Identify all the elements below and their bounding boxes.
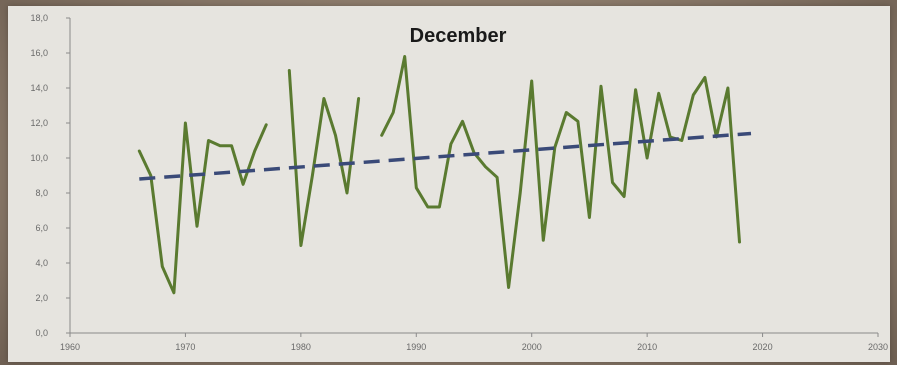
x-tick-label: 1960 [60, 342, 80, 352]
y-tick-label: 0,0 [35, 328, 48, 338]
x-tick-label: 2000 [522, 342, 542, 352]
y-tick-label: 12,0 [30, 118, 48, 128]
x-tick-label: 1990 [406, 342, 426, 352]
chart-panel: December 0,0 2,0 4,0 6,0 8,0 10,0 12,0 14,0 16,0… [8, 6, 890, 362]
x-tick-label: 2010 [637, 342, 657, 352]
december-line-chart: December 0,0 2,0 4,0 6,0 8,0 10,0 12,0 14,0 16,0… [30, 13, 888, 352]
temperature-series-line [137, 55, 741, 295]
chart-title: December [410, 25, 507, 47]
x-tick-label: 1970 [175, 342, 195, 352]
x-tick-label: 1980 [291, 342, 311, 352]
trend-line [139, 131, 752, 181]
y-tick-label: 6,0 [35, 223, 48, 233]
y-tick-label: 4,0 [35, 258, 48, 268]
y-tick-label: 18,0 [30, 13, 48, 23]
y-tick-label: 14,0 [30, 83, 48, 93]
x-tick-label: 2030 [868, 342, 888, 352]
y-tick-label: 8,0 [35, 188, 48, 198]
y-tick-label: 16,0 [30, 48, 48, 58]
y-tick-label: 2,0 [35, 293, 48, 303]
x-tick-label: 2020 [753, 342, 773, 352]
y-tick-label: 10,0 [30, 153, 48, 163]
